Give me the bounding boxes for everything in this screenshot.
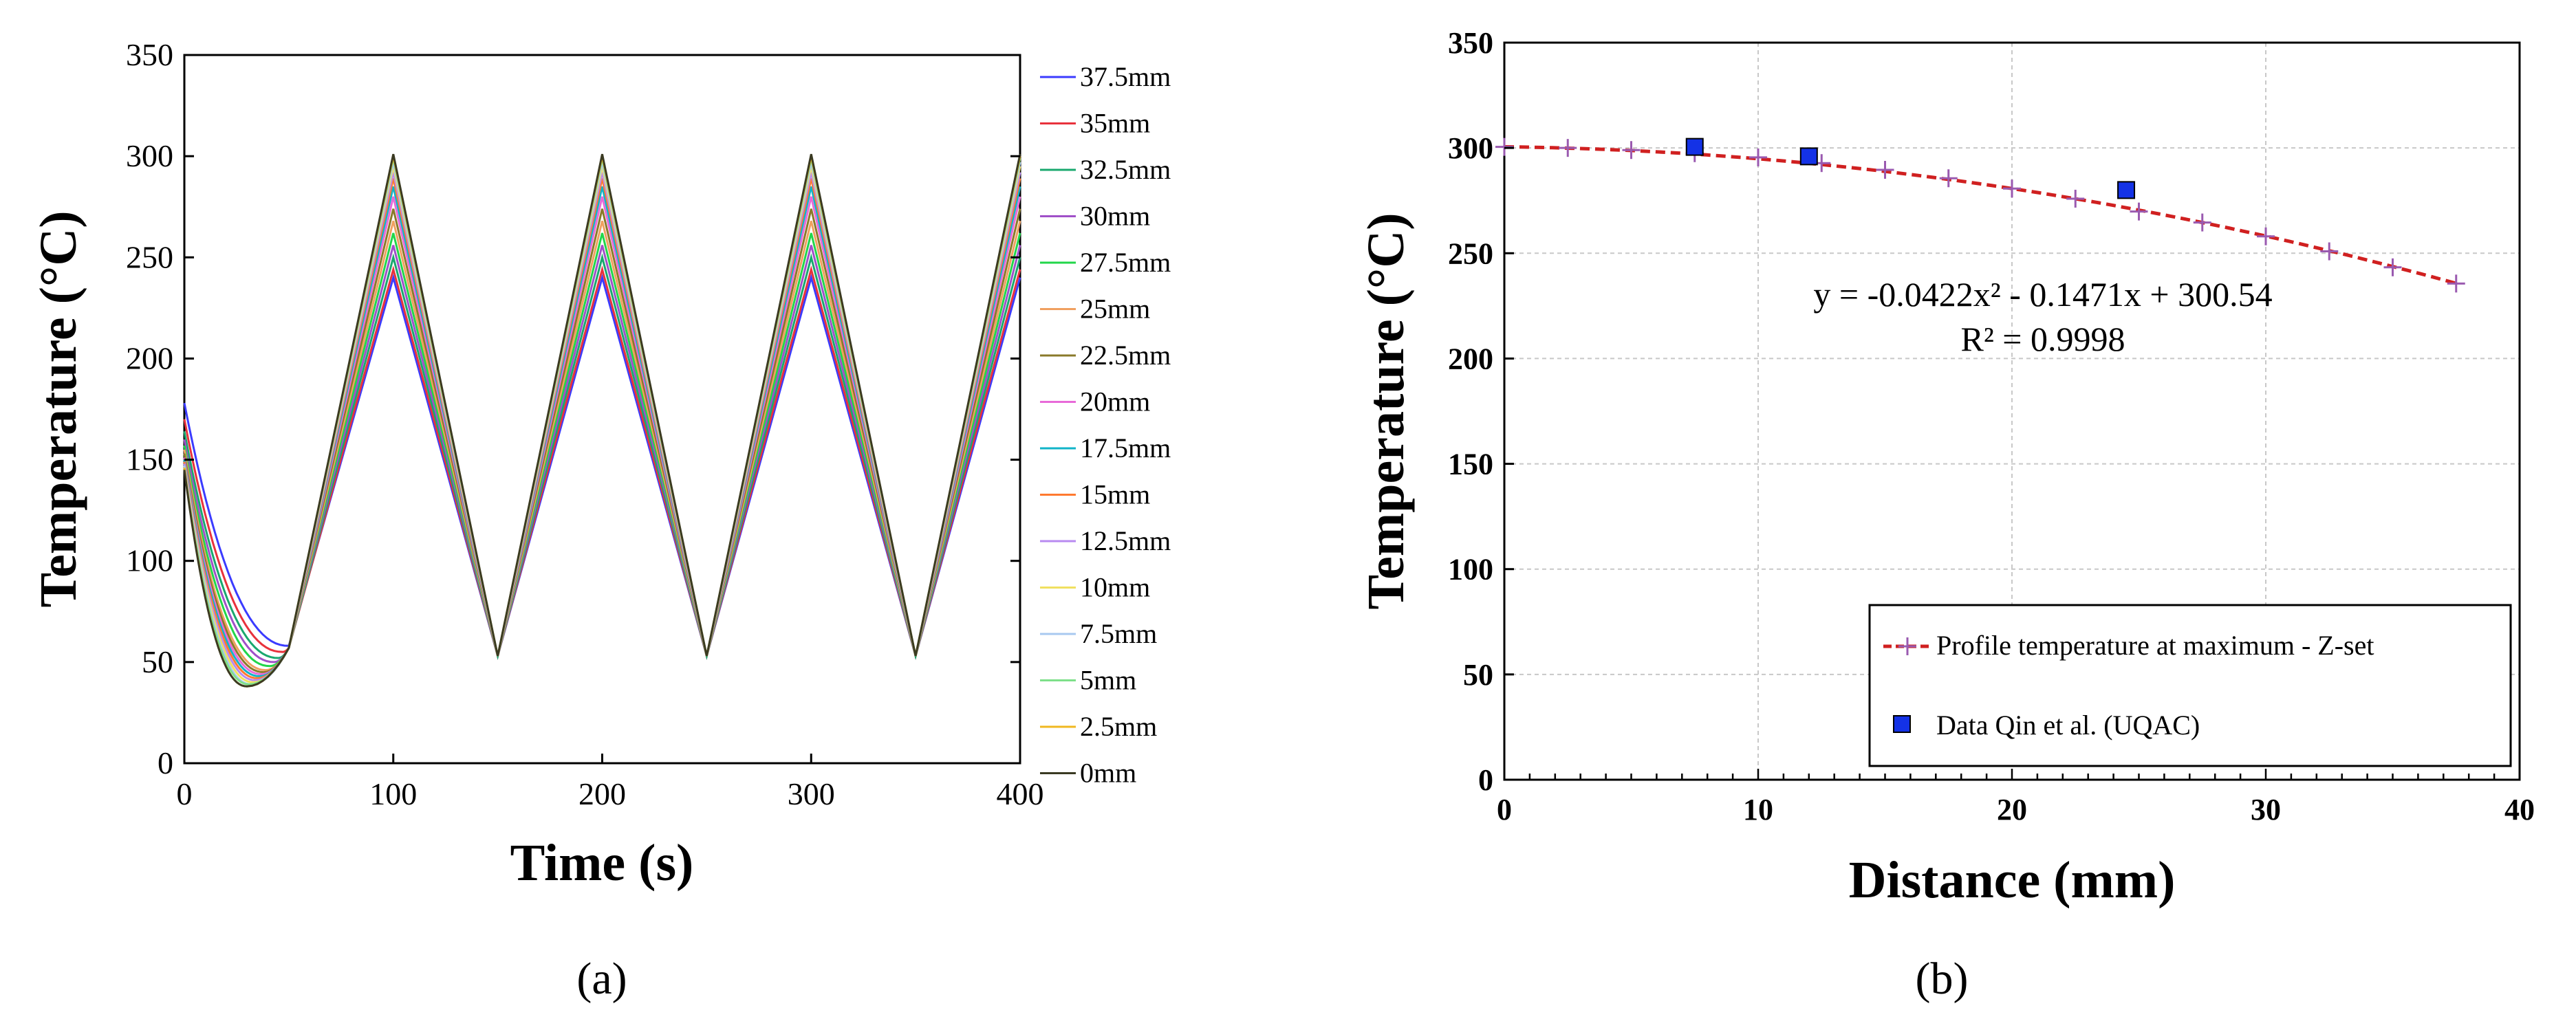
panel-a-legend-label: 25mm (1080, 294, 1150, 325)
panel-a-y-tick-label: 100 (126, 543, 173, 578)
panel-a-y-tick-label: 0 (158, 745, 173, 780)
panel-b-square-point (1799, 147, 1818, 166)
panel-a-x-axis-title: Time (s) (510, 834, 694, 892)
panel-b-legend-box (1868, 604, 2512, 767)
panel-a-label: (a) (576, 954, 627, 1004)
panel-b-x-ticks: 0 10 20 30 40 (1497, 769, 2535, 826)
panel-a-legend-label: 37.5mm (1080, 61, 1171, 92)
panel-a-series-line-7.5mm (183, 162, 1021, 686)
panel-b-square-point (1685, 138, 1704, 156)
panel-a-legend-label: 7.5mm (1080, 618, 1157, 649)
panel-b-plus-point (2003, 179, 2021, 198)
panel-b-x-tick-label: 10 (1743, 793, 1773, 826)
panel-a-legend-label: 12.5mm (1080, 525, 1171, 556)
panel-a-series-line-27.5mm (183, 232, 1021, 668)
panel-b-plus-point (2447, 274, 2465, 293)
panel-b-plus-point (1495, 138, 1513, 156)
panel-a-x-tick-label: 400 (997, 776, 1044, 811)
panel-a-x-tick-label: 200 (578, 776, 626, 811)
panel-b-legend-square-marker (1893, 715, 1911, 733)
panel-b-plus-point (1939, 169, 1958, 188)
panel-b-legend-label-profile: Profile temperature at maximum - Z-set (1936, 630, 2374, 661)
panel-a-legend-label: 32.5mm (1080, 154, 1171, 185)
panel-b-y-tick-label: 300 (1448, 131, 1493, 165)
panel-a-legend: 37.5mm 35mm 32.5mm 30mm 27.5mm 25mm 22.5mm 20mm… (1040, 61, 1171, 789)
panel-b-series-profile (1495, 138, 2465, 293)
panel-a-x-tick-label: 0 (177, 776, 193, 811)
panel-a-y-tick-label: 200 (126, 340, 173, 375)
panel-b-y-tick-label: 100 (1448, 553, 1493, 587)
panel-b-x-tick-label: 40 (2504, 793, 2535, 826)
panel-a-series-line-25mm (183, 220, 1021, 672)
panel-b-plus-point (2383, 258, 2402, 276)
panel-b-plus-point (2066, 189, 2085, 208)
panel-a-legend-label: 15mm (1080, 479, 1150, 510)
panel-b-y-tick-label: 200 (1448, 342, 1493, 375)
panel-b-plus-point (2320, 242, 2339, 261)
panel-a-y-axis-title: Temperature (°C) (30, 210, 87, 607)
panel-a-y-tick-label: 300 (126, 138, 173, 173)
panel-b-plus-point (1622, 141, 1641, 160)
panel-a-legend-label: 22.5mm (1080, 340, 1171, 371)
panel-a-legend-label: 5mm (1080, 665, 1136, 696)
panel-b-plus-point (2257, 227, 2275, 245)
panel-b-y-tick-label: 50 (1463, 658, 1493, 692)
panel-b-legend-label-qin: Data Qin et al. (UQAC) (1936, 710, 2200, 741)
panel-a-x-ticks: 0 100 200 300 400 (177, 754, 1044, 811)
panel-b-plus-point (1876, 160, 1894, 179)
panel-b-plus-point (1749, 148, 1767, 166)
panel-a-legend-label: 35mm (1080, 108, 1150, 139)
panel-b-x-tick-label: 20 (1997, 793, 2027, 826)
panel-b-chart: 0 50 100 150 200 250 300 350 0 10 20 30 40 y = -0.0… (1357, 26, 2535, 909)
panel-b-y-ticks: 0 50 100 150 200 250 300 350 (1448, 26, 1514, 797)
panel-b-y-tick-label: 0 (1478, 763, 1493, 797)
panel-b-legend-plus-marker (1898, 637, 1916, 655)
panel-a-y-tick-label: 350 (126, 37, 173, 72)
panel-b-x-tick-label: 30 (2251, 793, 2281, 826)
panel-b-x-tick-label: 0 (1497, 793, 1512, 826)
panel-b-y-axis-title: Temperature (°C) (1357, 212, 1415, 609)
panel-a-series-line-0mm (183, 153, 1021, 688)
panel-a-series-line-35mm (183, 265, 1021, 660)
panel-b-y-tick-label: 250 (1448, 237, 1493, 270)
panel-a-legend-label: 30mm (1080, 201, 1150, 232)
panel-a-y-tick-label: 150 (126, 442, 173, 477)
panel-a-legend-label: 27.5mm (1080, 247, 1171, 278)
panel-a-legend-label: 17.5mm (1080, 432, 1171, 463)
panel-b-fit-equation: y = -0.0422x² - 0.1471x + 300.54 (1813, 275, 2272, 314)
panel-a-y-tick-label: 250 (126, 239, 173, 274)
panel-b-fit-curve (1504, 145, 2457, 285)
panel-b-x-axis-title: Distance (mm) (1849, 851, 2176, 909)
panel-b-y-tick-label: 150 (1448, 448, 1493, 481)
panel-b-square-point (2117, 181, 2136, 199)
panel-a-series-line-30mm (183, 245, 1021, 664)
panel-b-y-tick-label: 350 (1448, 26, 1493, 60)
panel-a-legend-label: 10mm (1080, 572, 1150, 603)
panel-a-y-ticks: 0 50 100 150 200 250 300 350 (126, 37, 1020, 780)
panel-b-series-data-qin (1685, 138, 2136, 199)
panel-a-y-tick-label: 50 (142, 644, 173, 679)
panel-a-series-line-10mm (183, 166, 1021, 683)
panel-a-x-tick-label: 100 (369, 776, 417, 811)
panel-b-legend: Profile temperature at maximum - Z-set D… (1868, 604, 2512, 767)
panel-b-plus-point (1559, 139, 1577, 157)
panel-a-series-line-37.5mm (183, 274, 1021, 660)
panel-a-chart: 0 50 100 150 200 250 300 350 0 100 200 300 400 37.5… (30, 37, 1171, 892)
panel-a-series-line-32.5mm (183, 253, 1021, 660)
panel-a-series-group (183, 153, 1021, 688)
panel-b-label: (b) (1916, 954, 1969, 1004)
panel-b-plus-point (2130, 202, 2148, 221)
panel-a-legend-label: 2.5mm (1080, 711, 1157, 742)
panel-a-series-line-22.5mm (183, 208, 1021, 674)
panel-a-legend-label: 20mm (1080, 386, 1150, 417)
panel-a-x-tick-label: 300 (788, 776, 835, 811)
panel-b-r-squared: R² = 0.9998 (1960, 320, 2125, 358)
panel-a-legend-label: 0mm (1080, 758, 1136, 789)
panel-b-plus-point (2193, 213, 2211, 232)
